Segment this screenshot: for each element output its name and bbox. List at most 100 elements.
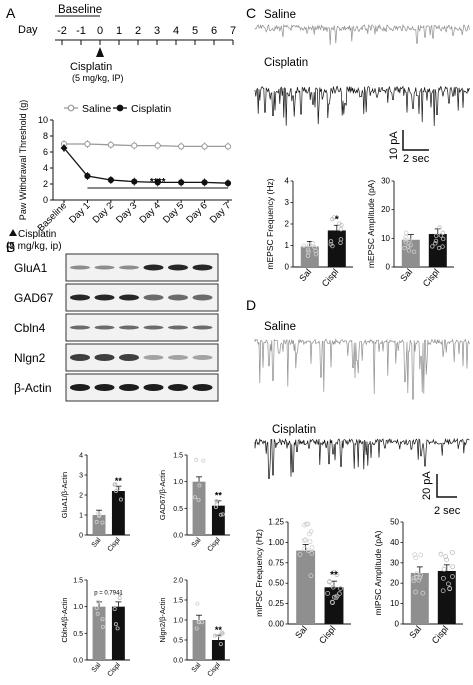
- legend-marker: [116, 104, 124, 112]
- blot-band: [143, 264, 164, 271]
- timeline-ticks: -2 -1 0 1 2 3 4 5 6 7: [57, 25, 236, 45]
- y-tick-label: 30: [390, 558, 399, 567]
- data-point: [84, 172, 91, 180]
- blot-band: [70, 294, 90, 301]
- data-point: [434, 233, 439, 239]
- data-point: [433, 238, 439, 244]
- y-tick-label: 1.5: [173, 453, 183, 460]
- y-tick-label: 0.75: [268, 558, 284, 567]
- y-tick-label: 1.00: [268, 538, 284, 547]
- y-axis-label: mIPSC Frequency (Hz): [254, 529, 264, 617]
- y-tick-label: 0: [285, 263, 290, 272]
- y-tick-label: 20: [381, 205, 390, 214]
- data-point: [406, 244, 411, 249]
- trace-d-cisplatin-label: Cisplatin: [272, 424, 316, 436]
- y-tick-label: 20: [390, 579, 399, 588]
- data-point: [450, 550, 455, 555]
- scale-bar-d: [436, 474, 457, 498]
- data-point: [200, 620, 205, 625]
- data-point: [418, 552, 424, 558]
- x-tick-label: Sal: [191, 661, 203, 674]
- y-tick-label: 0.00: [268, 620, 284, 629]
- x-tick-label: Day 1: [67, 200, 92, 225]
- bar: [192, 620, 206, 660]
- timeline-day-label: 6: [211, 25, 217, 37]
- y-tick-label: 10: [390, 599, 399, 608]
- data-point: [214, 502, 219, 507]
- timeline-day-label: -1: [76, 25, 86, 37]
- timeline-day-label: 0: [97, 25, 103, 37]
- blot-protein-label: GluA1: [14, 261, 48, 275]
- x-tick-label: Cispl: [430, 624, 451, 646]
- blot-band: [70, 384, 90, 391]
- data-point: [305, 548, 311, 554]
- y-tick-label: 10: [381, 234, 390, 243]
- blot-band: [119, 265, 139, 270]
- blot-band: [94, 384, 115, 391]
- blot-band: [168, 355, 188, 360]
- data-point: [118, 497, 123, 502]
- blot-band: [168, 264, 188, 271]
- x-tick-label: Sal: [191, 536, 203, 549]
- x-tick-label: Sal: [407, 624, 423, 640]
- data-point: [219, 630, 224, 635]
- data-point: [328, 239, 334, 244]
- data-point: [330, 581, 336, 587]
- y-tick-label: 1.5: [173, 598, 183, 605]
- data-point: [438, 551, 444, 557]
- significance-marker: ****: [150, 177, 166, 188]
- data-point: [443, 554, 449, 559]
- data-point: [197, 483, 202, 488]
- data-point: [413, 589, 418, 595]
- chart-paw-withdrawal: Saline Cisplatin 0 2 4 6 8 10 Paw Withdrawal Thr…: [6, 100, 233, 252]
- data-point: [201, 179, 208, 186]
- bar: [192, 481, 206, 535]
- x-tick-label: Sal: [293, 624, 309, 640]
- data-point: [213, 633, 218, 638]
- data-point: [112, 482, 117, 487]
- data-point: [218, 642, 223, 647]
- data-point: [309, 550, 315, 556]
- y-tick-label: 8: [43, 131, 48, 141]
- data-point: [438, 233, 444, 238]
- trace-d-saline: [254, 338, 470, 400]
- data-point: [404, 230, 409, 235]
- data-point: [411, 249, 417, 255]
- blot-band: [192, 325, 213, 330]
- data-point: [411, 578, 417, 584]
- y-axis-label: mEPSC Amplitude (pA): [366, 180, 376, 269]
- blot-band: [143, 384, 164, 391]
- blot-band: [143, 325, 164, 330]
- blot-band: [94, 325, 115, 330]
- y-tick-label: 2.0: [173, 578, 183, 585]
- data-point: [440, 588, 446, 594]
- annotation-dose: (5 mg/kg, ip): [6, 241, 62, 252]
- data-point: [131, 178, 138, 185]
- data-point: [436, 245, 442, 251]
- data-point: [412, 552, 418, 558]
- data-point: [94, 519, 99, 524]
- y-tick-label: 1.0: [173, 479, 183, 486]
- data-point: [403, 239, 409, 245]
- panel-label-c: C: [246, 5, 256, 21]
- y-tick-label: 3: [79, 473, 83, 480]
- trace-c-cisplatin: [254, 85, 470, 127]
- blot-protein-label: β-Actin: [14, 381, 52, 395]
- data-point: [217, 633, 222, 638]
- y-tick-label: 4: [43, 163, 48, 173]
- panel-label-b: B: [6, 239, 15, 255]
- bar: [410, 573, 429, 624]
- bar: [296, 550, 316, 624]
- timeline-day-label: 3: [154, 25, 160, 37]
- x-tick-label: Cispl: [107, 661, 123, 678]
- x-tick-label: Day 7: [208, 200, 233, 225]
- blot-protein-label: Nlgn2: [14, 351, 46, 365]
- bar: [324, 587, 344, 624]
- y-tick-label: 3: [285, 198, 290, 207]
- data-point: [420, 590, 426, 596]
- data-point: [330, 584, 336, 590]
- x-tick-label: Cispl: [107, 536, 123, 553]
- data-point: [100, 617, 105, 622]
- timeline-day-label: 7: [230, 25, 236, 37]
